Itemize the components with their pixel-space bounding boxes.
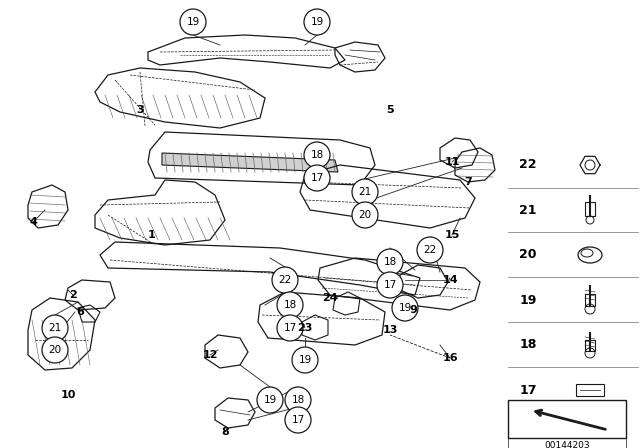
Text: 2: 2: [69, 290, 77, 300]
Circle shape: [292, 347, 318, 373]
Text: 19: 19: [298, 355, 312, 365]
Circle shape: [304, 165, 330, 191]
Text: 23: 23: [298, 323, 313, 333]
Text: 00144203: 00144203: [544, 440, 590, 448]
Text: 15: 15: [444, 230, 460, 240]
Text: 22: 22: [278, 275, 292, 285]
Circle shape: [42, 337, 68, 363]
Text: 18: 18: [383, 257, 397, 267]
Circle shape: [42, 315, 68, 341]
Circle shape: [277, 292, 303, 318]
Text: 17: 17: [284, 323, 296, 333]
Circle shape: [392, 295, 418, 321]
Text: 1: 1: [148, 230, 156, 240]
Text: 18: 18: [291, 395, 305, 405]
Circle shape: [377, 249, 403, 275]
Circle shape: [257, 387, 283, 413]
Circle shape: [285, 407, 311, 433]
Text: 22: 22: [424, 245, 436, 255]
Text: 10: 10: [60, 390, 76, 400]
Text: 18: 18: [284, 300, 296, 310]
Text: 20: 20: [519, 249, 537, 262]
Circle shape: [304, 142, 330, 168]
Text: 17: 17: [310, 173, 324, 183]
Text: 21: 21: [358, 187, 372, 197]
Circle shape: [352, 179, 378, 205]
Text: 16: 16: [442, 353, 458, 363]
Text: 4: 4: [29, 217, 37, 227]
Polygon shape: [162, 153, 338, 172]
Text: 21: 21: [49, 323, 61, 333]
Text: 20: 20: [358, 210, 372, 220]
Text: 19: 19: [398, 303, 412, 313]
Text: 11: 11: [444, 157, 460, 167]
Text: 20: 20: [49, 345, 61, 355]
Circle shape: [352, 202, 378, 228]
Circle shape: [285, 387, 311, 413]
Circle shape: [304, 9, 330, 35]
Text: 3: 3: [136, 105, 144, 115]
Circle shape: [180, 9, 206, 35]
Text: 6: 6: [76, 307, 84, 317]
Text: 5: 5: [386, 105, 394, 115]
Text: 17: 17: [291, 415, 305, 425]
Text: 12: 12: [202, 350, 218, 360]
Circle shape: [272, 267, 298, 293]
Text: 22: 22: [519, 159, 537, 172]
Text: 19: 19: [519, 293, 537, 306]
Text: 24: 24: [322, 293, 338, 303]
Text: 14: 14: [442, 275, 458, 285]
Text: 18: 18: [310, 150, 324, 160]
Text: 17: 17: [519, 383, 537, 396]
Text: 19: 19: [264, 395, 276, 405]
Text: 18: 18: [519, 339, 537, 352]
Circle shape: [417, 237, 443, 263]
Text: 8: 8: [221, 427, 229, 437]
Text: 7: 7: [464, 177, 472, 187]
Text: 9: 9: [409, 305, 417, 315]
Text: 19: 19: [310, 17, 324, 27]
Text: 17: 17: [383, 280, 397, 290]
Circle shape: [377, 272, 403, 298]
Text: 13: 13: [382, 325, 397, 335]
Text: 19: 19: [186, 17, 200, 27]
Text: 21: 21: [519, 203, 537, 216]
Circle shape: [277, 315, 303, 341]
